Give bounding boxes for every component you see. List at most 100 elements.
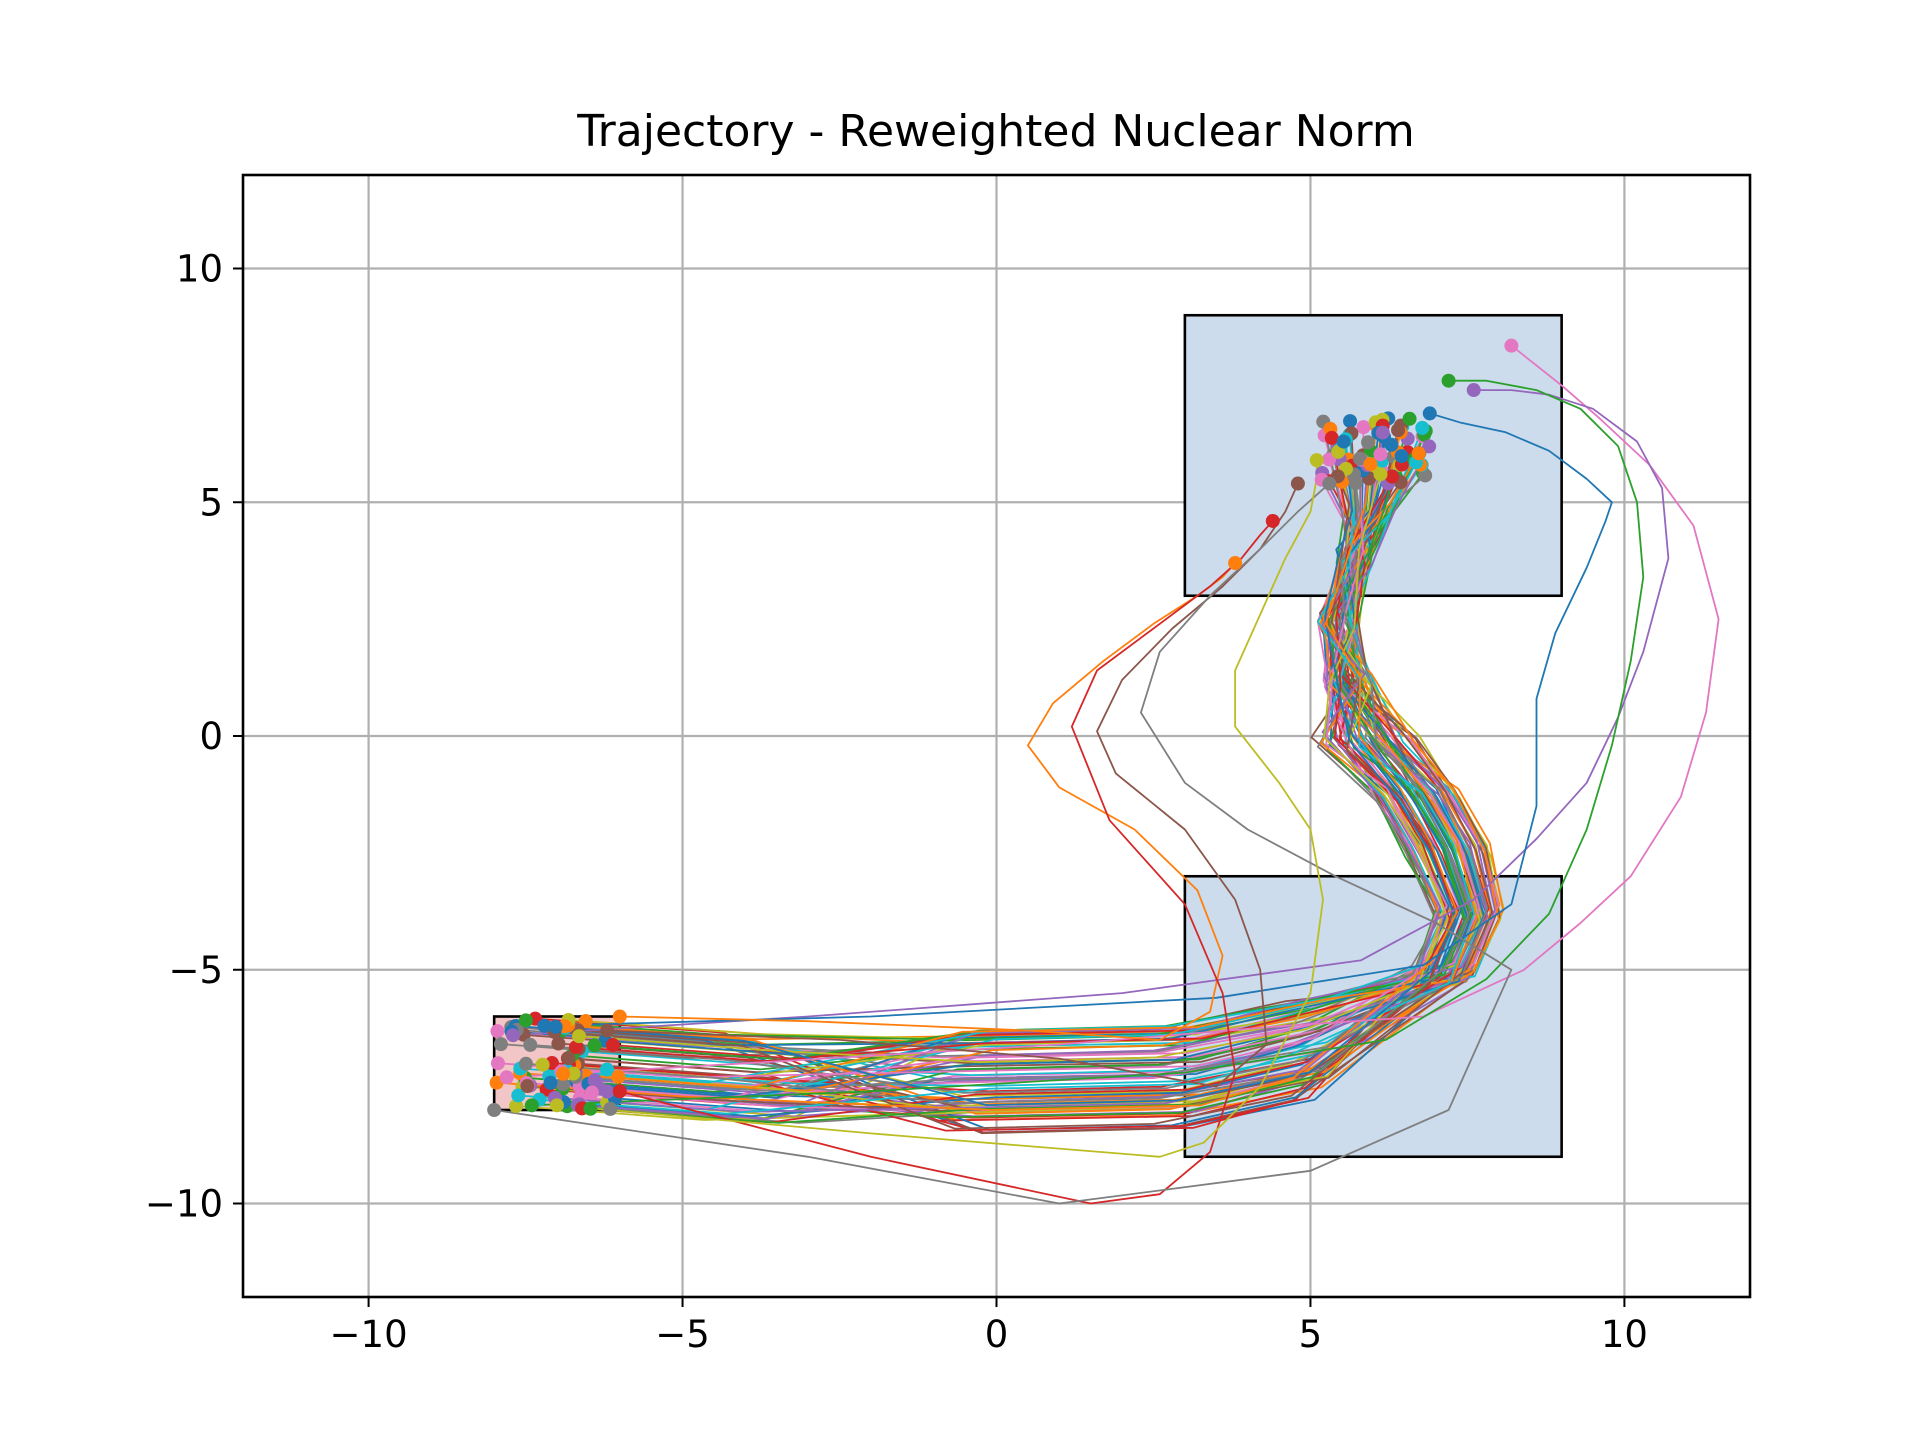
trajectory-line	[554, 465, 1442, 1113]
x-tick-label: −5	[655, 1313, 710, 1356]
trajectory-line	[556, 460, 1324, 1158]
end-marker	[1343, 414, 1358, 429]
start-marker	[603, 1101, 618, 1116]
trajectory-line	[494, 482, 1513, 1205]
end-marker	[1422, 439, 1437, 454]
start-marker	[518, 1013, 533, 1028]
start-marker	[561, 1051, 576, 1066]
end-marker	[1441, 373, 1456, 388]
end-marker	[1361, 435, 1376, 450]
x-tick-label: 0	[985, 1313, 1009, 1356]
start-marker	[487, 1103, 502, 1117]
start-marker	[520, 1079, 535, 1094]
start-marker	[511, 1088, 526, 1103]
trajectory-line	[512, 389, 1670, 1037]
trajectory-line	[575, 476, 1455, 1062]
end-marker	[1373, 447, 1388, 462]
chart-title: Trajectory - Reweighted Nuclear Norm	[576, 106, 1414, 157]
start-marker	[578, 1014, 593, 1029]
start-marker	[518, 1056, 533, 1071]
start-marker	[537, 1018, 552, 1033]
trajectory-line	[544, 412, 1613, 1027]
trajectory-line	[496, 464, 1458, 1111]
start-marker	[600, 1084, 615, 1099]
y-tick-label: 0	[199, 715, 223, 758]
start-marker	[572, 1029, 587, 1044]
trajectory-line	[506, 344, 1720, 1079]
start-marker	[605, 1038, 620, 1053]
end-marker	[1336, 434, 1351, 449]
end-marker	[1384, 437, 1399, 452]
end-marker	[1228, 556, 1243, 571]
trajectory-line	[619, 520, 1274, 1205]
end-marker	[1352, 451, 1367, 466]
start-marker	[509, 1098, 524, 1113]
start-marker	[523, 1037, 538, 1052]
endpoint-markers	[487, 338, 1519, 1117]
start-marker	[612, 1009, 627, 1024]
end-marker	[1411, 446, 1426, 461]
start-marker	[551, 1036, 566, 1051]
start-marker	[612, 1084, 627, 1099]
y-tick-label: −5	[168, 949, 223, 992]
end-marker	[1418, 468, 1433, 483]
end-marker	[1290, 476, 1305, 491]
end-marker	[1265, 513, 1280, 528]
end-marker	[1373, 467, 1388, 482]
end-marker	[1504, 338, 1519, 353]
start-marker	[583, 1101, 598, 1116]
start-marker	[499, 1070, 514, 1085]
trajectory-line	[554, 476, 1456, 1130]
x-tick-label: −10	[330, 1313, 408, 1356]
start-marker	[611, 1069, 626, 1084]
start-marker	[566, 1066, 581, 1081]
end-marker	[1415, 420, 1430, 435]
trajectory-line	[531, 379, 1645, 1107]
end-marker	[1422, 406, 1437, 421]
end-marker	[1375, 425, 1390, 440]
end-marker	[1385, 469, 1400, 484]
start-marker	[524, 1098, 539, 1113]
start-marker	[549, 1098, 564, 1113]
start-marker	[493, 1037, 508, 1052]
start-marker	[568, 1040, 583, 1055]
start-marker	[490, 1024, 505, 1039]
start-marker	[506, 1028, 521, 1043]
y-tick-label: 5	[199, 481, 223, 524]
end-marker	[1324, 430, 1339, 445]
trajectory-line	[619, 562, 1236, 1041]
axis-ticks: −10 −5 0 5 10 −10 −5 0 5 10	[145, 248, 1648, 1357]
start-marker	[587, 1073, 602, 1088]
trajectory-line	[555, 441, 1457, 1106]
start-marker	[543, 1075, 558, 1090]
end-marker	[1356, 420, 1371, 435]
trajectories	[494, 344, 1720, 1205]
end-marker	[1363, 457, 1378, 472]
y-tick-label: 10	[176, 248, 223, 291]
start-marker	[556, 1077, 571, 1092]
end-marker	[1322, 476, 1337, 491]
start-marker	[490, 1056, 505, 1071]
end-marker	[1391, 423, 1406, 438]
trajectory-line	[564, 464, 1500, 1115]
trajectory-line	[518, 427, 1487, 1111]
start-marker	[599, 1062, 614, 1077]
start-marker	[556, 1066, 571, 1081]
start-marker	[587, 1038, 602, 1053]
end-marker	[1466, 383, 1481, 398]
x-tick-label: 10	[1601, 1313, 1648, 1356]
y-tick-label: −10	[145, 1183, 223, 1226]
trajectory-line	[578, 473, 1445, 1064]
x-tick-label: 5	[1299, 1313, 1323, 1356]
end-marker	[1402, 411, 1417, 426]
trajectory-line	[516, 463, 1502, 1121]
end-marker	[1309, 453, 1324, 468]
start-marker	[548, 1019, 563, 1034]
trajectory-line	[530, 474, 1489, 1094]
start-marker	[584, 1085, 599, 1100]
end-marker	[1394, 449, 1409, 464]
start-marker	[600, 1023, 615, 1038]
